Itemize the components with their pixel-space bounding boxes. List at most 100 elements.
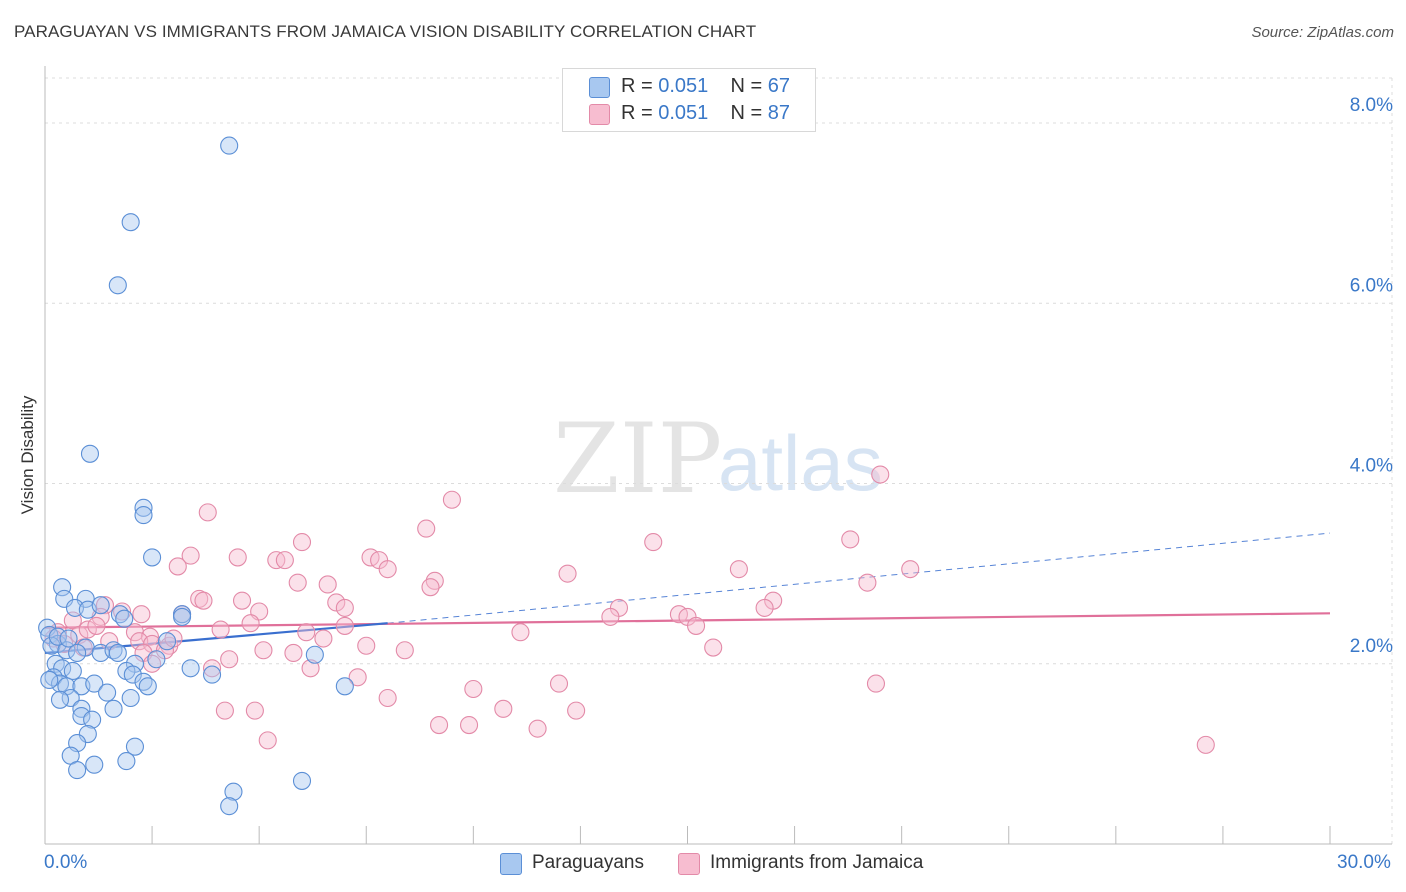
legend-r-label: R = [621, 102, 659, 124]
correlation-legend: R = 0.051 N = 67 R = 0.051 N = 87 [562, 68, 816, 132]
point-paraguayans [72, 706, 91, 726]
point-paraguayans [63, 661, 82, 681]
point-jamaica [211, 620, 230, 639]
point-jamaica [417, 519, 436, 538]
chart-title: PARAGUAYAN VS IMMIGRANTS FROM JAMAICA VI… [14, 22, 757, 41]
point-jamaica [459, 715, 479, 735]
point-jamaica [357, 636, 376, 655]
point-paraguayans [134, 506, 153, 525]
point-paraguayans [68, 761, 87, 780]
point-paraguayans [138, 677, 157, 696]
point-jamaica [181, 546, 200, 565]
point-jamaica [168, 557, 187, 576]
point-jamaica [567, 701, 586, 720]
point-jamaica [558, 564, 577, 583]
x-tick-label-max: 30.0% [1337, 852, 1391, 873]
point-jamaica [254, 641, 273, 660]
point-paraguayans [53, 578, 72, 597]
trend-paraguayans [44, 622, 388, 655]
point-jamaica [203, 659, 222, 678]
point-jamaica [866, 674, 886, 693]
point-jamaica [215, 701, 234, 720]
point-jamaica [549, 674, 569, 693]
point-paraguayans [108, 643, 127, 663]
point-jamaica [232, 591, 252, 610]
point-jamaica [644, 533, 663, 552]
source-credit: Source: ZipAtlas.com [1251, 24, 1394, 41]
point-paraguayans [91, 596, 110, 615]
y-tick-label: 2.0% [1350, 636, 1393, 657]
watermark-zip: ZIP [553, 403, 722, 515]
watermark: ZIP atlas [553, 403, 883, 515]
point-paraguayans [80, 444, 100, 463]
point-jamaica [430, 715, 449, 735]
point-jamaica [132, 605, 151, 624]
legend-swatch-pink [589, 104, 610, 125]
point-jamaica [871, 465, 890, 484]
point-paraguayans [121, 213, 140, 232]
point-paraguayans [83, 710, 102, 729]
point-jamaica [327, 593, 346, 612]
point-jamaica [228, 548, 247, 567]
legend-n-value: 67 [767, 75, 791, 97]
point-jamaica [395, 641, 414, 660]
point-paraguayans [42, 636, 61, 655]
point-jamaica [378, 560, 397, 579]
point-paraguayans [57, 641, 76, 660]
point-jamaica [258, 731, 277, 750]
point-paraguayans [85, 674, 104, 693]
point-paraguayans [305, 645, 324, 664]
point-jamaica [704, 638, 723, 657]
point-jamaica [87, 616, 106, 635]
point-jamaica [755, 598, 774, 617]
legend-label: Paraguayans [532, 852, 644, 873]
point-paraguayans [147, 650, 166, 669]
point-jamaica [245, 701, 264, 720]
point-jamaica [318, 575, 337, 594]
point-paraguayans [134, 498, 153, 517]
point-jamaica [125, 623, 144, 642]
point-paraguayans [115, 609, 134, 628]
point-paraguayans [40, 670, 59, 690]
point-jamaica [1196, 735, 1215, 754]
point-paraguayans [292, 771, 312, 790]
point-paraguayans [98, 683, 117, 702]
point-jamaica [194, 591, 213, 610]
point-jamaica [348, 668, 367, 687]
point-jamaica [421, 578, 440, 597]
legend-n-value: 87 [767, 102, 791, 124]
point-paraguayans [50, 690, 70, 709]
grid [45, 77, 1393, 844]
legend-n-label: N = [730, 102, 768, 124]
point-jamaica [198, 503, 217, 522]
point-jamaica [687, 616, 706, 635]
point-paraguayans [72, 699, 91, 718]
point-paraguayans [121, 688, 140, 708]
y-tick-label: 4.0% [1350, 456, 1393, 477]
point-jamaica [729, 560, 748, 579]
x-tick-label-min: 0.0% [44, 852, 88, 873]
point-paraguayans [181, 659, 200, 678]
legend-swatch-blue [500, 853, 522, 875]
point-paraguayans [158, 632, 177, 651]
point-paraguayans [220, 136, 239, 155]
series-paraguayans [38, 136, 354, 816]
point-jamaica [113, 602, 132, 621]
point-paraguayans [108, 276, 127, 295]
point-paraguayans [203, 665, 222, 684]
point-paraguayans [143, 548, 162, 567]
watermark-atlas: atlas [718, 419, 883, 507]
point-jamaica [335, 598, 354, 617]
legend-r-value: 0.051 [658, 102, 709, 124]
legend-swatch-blue [589, 77, 610, 98]
point-jamaica [858, 573, 877, 592]
point-jamaica [378, 688, 397, 708]
point-jamaica [601, 607, 620, 626]
point-jamaica [284, 643, 303, 663]
point-jamaica [275, 551, 294, 570]
point-jamaica [288, 573, 307, 592]
axes [44, 66, 1392, 845]
legend-r-value: 0.051 [658, 75, 709, 97]
point-jamaica [511, 623, 530, 642]
